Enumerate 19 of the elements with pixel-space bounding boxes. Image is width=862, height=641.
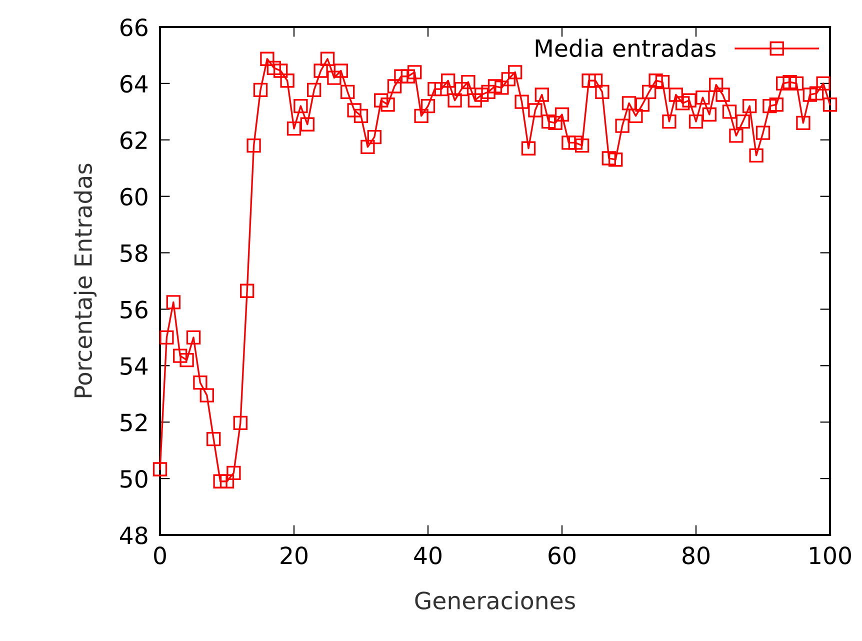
- y-tick-label: 64: [120, 74, 148, 93]
- x-tick-label: 20: [280, 546, 308, 564]
- x-tick-label: 80: [682, 546, 710, 564]
- legend-label: Media entradas: [536, 38, 716, 58]
- y-tick-label: 60: [120, 188, 148, 206]
- x-tick-label: 60: [548, 546, 576, 564]
- y-tick-label: 62: [120, 131, 147, 150]
- x-tick-label: 40: [414, 546, 442, 564]
- y-tick-label: 54: [120, 357, 148, 375]
- y-tick-label: 52: [120, 414, 147, 432]
- y-tick-label: 58: [120, 244, 148, 262]
- y-axis-title: Porcentaje Entradas: [74, 164, 97, 398]
- y-tick-label: 48: [120, 526, 148, 544]
- x-tick-label: 100: [810, 546, 851, 564]
- x-axis-title: Generaciones: [415, 591, 575, 610]
- y-tick-label: 66: [120, 18, 148, 36]
- y-tick-label: 56: [120, 300, 148, 319]
- y-tick-label: 50: [120, 470, 148, 488]
- x-tick-label: 0: [154, 546, 166, 564]
